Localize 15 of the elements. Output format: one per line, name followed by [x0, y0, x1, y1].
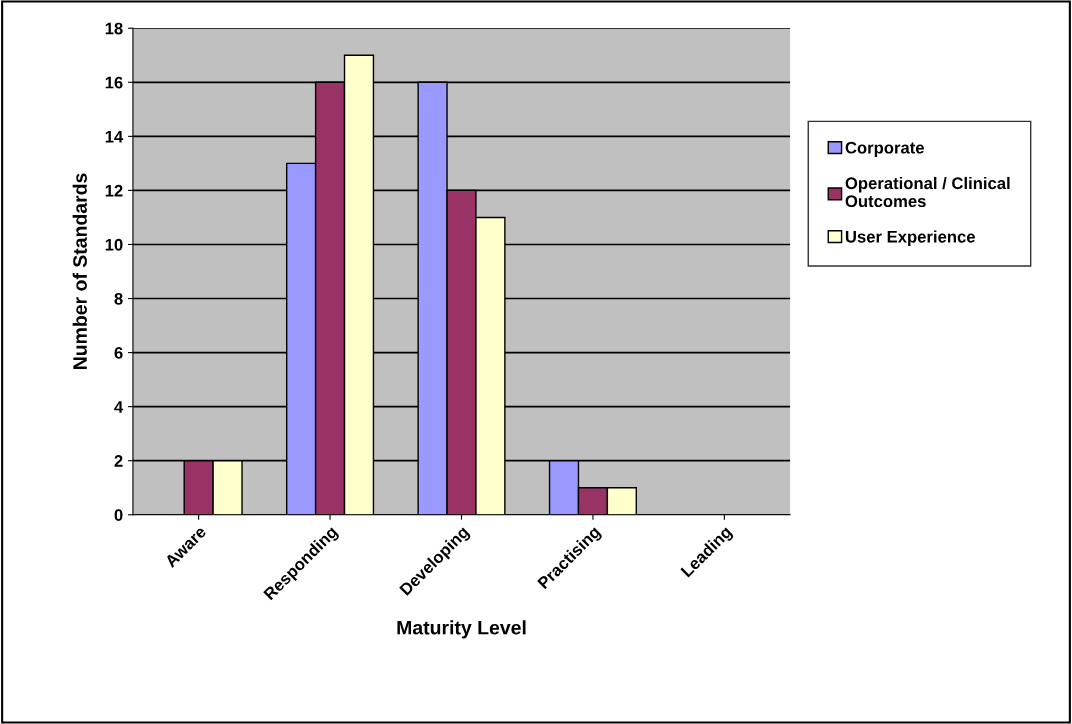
- y-tick-label: 12: [105, 184, 123, 197]
- y-tick-label: 2: [114, 455, 123, 467]
- y-tick-label: 16: [105, 76, 123, 89]
- legend-label: Operational / Clinical Outcomes: [845, 176, 1010, 208]
- legend-label: Corporate: [845, 141, 924, 157]
- y-tick-label: 8: [114, 292, 123, 305]
- y-tick-label: 14: [105, 130, 124, 143]
- y-tick-label: 18: [105, 22, 123, 35]
- legend-label: User Experience: [845, 230, 975, 246]
- x-axis-title: Maturity Level: [397, 620, 526, 639]
- y-axis-title: Number of Standards: [72, 173, 87, 370]
- y-tick-label: 10: [105, 238, 123, 251]
- y-tick-label: 4: [114, 401, 124, 413]
- y-tick-label: 0: [114, 509, 123, 521]
- y-tick-label: 6: [114, 346, 123, 359]
